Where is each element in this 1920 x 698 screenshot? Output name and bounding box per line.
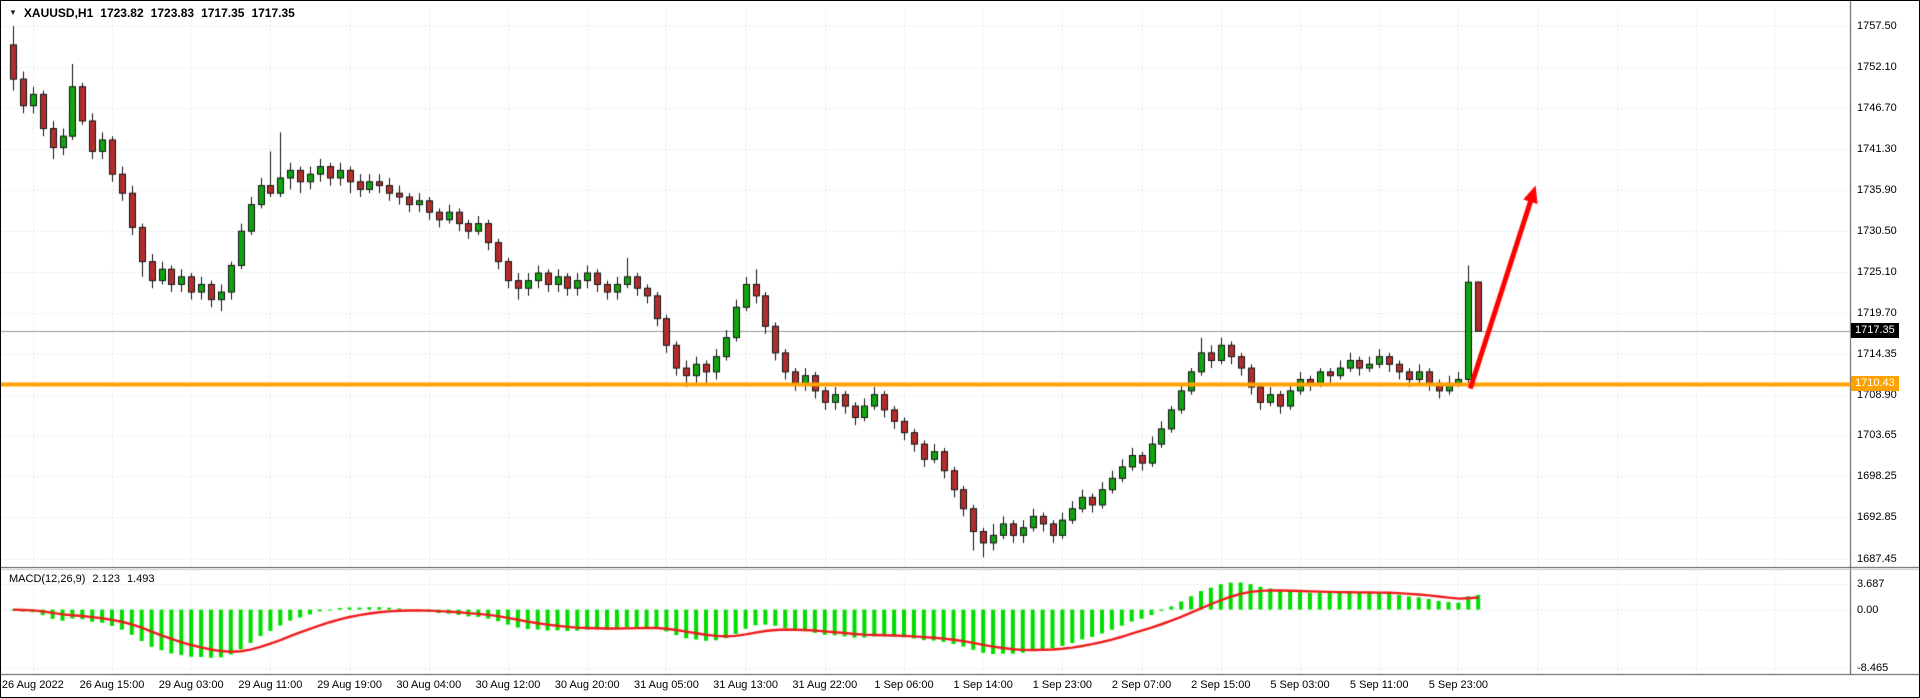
time-axis-label: 29 Aug 03:00 xyxy=(158,679,224,691)
price-axis-label: 1741.30 xyxy=(1857,143,1897,156)
time-axis-label: 1 Sep 06:00 xyxy=(874,679,934,691)
ohlc-high-value: 1723.83 xyxy=(150,6,195,20)
time-axis-label: 29 Aug 19:00 xyxy=(317,679,383,691)
macd-axis-label: 3.687 xyxy=(1857,578,1885,591)
macd-axis-label: -8.465 xyxy=(1857,661,1889,674)
time-axis-label: 31 Aug 13:00 xyxy=(713,679,779,691)
price-axis-label: 1703.65 xyxy=(1857,429,1897,442)
macd-signal-value: 1.493 xyxy=(126,573,155,585)
price-axis-label: 1752.10 xyxy=(1857,60,1897,73)
time-axis-label: 30 Aug 20:00 xyxy=(554,679,620,691)
price-axis-label: 1698.25 xyxy=(1857,470,1897,483)
time-axis-label: 1 Sep 23:00 xyxy=(1032,679,1093,691)
price-axis-label: 1730.50 xyxy=(1857,225,1897,238)
price-axis-label: 1692.85 xyxy=(1857,511,1897,524)
time-axis-label: 31 Aug 22:00 xyxy=(792,679,858,691)
price-axis-label: 1725.10 xyxy=(1857,266,1897,279)
time-axis-label: 2 Sep 15:00 xyxy=(1191,679,1251,691)
time-axis-label: 5 Sep 11:00 xyxy=(1349,679,1409,691)
price-axis-label: 1719.70 xyxy=(1857,307,1897,320)
current-price-tag: 1717.35 xyxy=(1851,323,1899,339)
price-axis-label: 1746.70 xyxy=(1857,102,1897,115)
ohlc-open-value: 1723.82 xyxy=(100,6,144,20)
time-axis-label: 2 Sep 07:00 xyxy=(1111,679,1172,691)
symbol-title: XAUUSD,H1 xyxy=(23,6,94,20)
price-axis-label: 1735.90 xyxy=(1857,184,1897,197)
hline-price-tag: 1710.43 xyxy=(1851,375,1899,391)
price-axis-label: 1708.90 xyxy=(1857,389,1897,402)
price-axis-label: 1714.35 xyxy=(1857,348,1897,360)
time-axis-label: 1 Sep 14:00 xyxy=(953,679,1013,691)
time-axis-label: 26 Aug 15:00 xyxy=(79,679,145,691)
symbol-dropdown-icon[interactable]: ▼ xyxy=(9,8,17,17)
macd-indicator-label: MACD(12,26,9) 2.123 1.493 xyxy=(9,573,154,585)
time-axis-label: 30 Aug 12:00 xyxy=(475,679,541,691)
macd-indicator-name: MACD(12,26,9) xyxy=(9,573,86,585)
time-axis-label: 29 Aug 11:00 xyxy=(238,679,303,691)
ohlc-low-value: 1717.35 xyxy=(201,6,245,20)
chart-header: ▼ XAUUSD,H1 1723.82 1723.83 1717.35 1717… xyxy=(9,6,295,20)
price-axis-label: 1757.50 xyxy=(1857,19,1897,32)
price-axis-label: 1687.45 xyxy=(1857,552,1897,565)
time-axis-label: 5 Sep 03:00 xyxy=(1270,679,1330,691)
time-axis-label: 30 Aug 04:00 xyxy=(396,679,462,691)
time-axis-label: 5 Sep 23:00 xyxy=(1428,679,1489,691)
macd-main-value: 2.123 xyxy=(92,573,120,585)
ohlc-close-value: 1717.35 xyxy=(251,6,295,20)
time-axis-label: 31 Aug 05:00 xyxy=(633,679,699,691)
time-axis-label: 26 Aug 2022 xyxy=(1,679,64,691)
macd-axis-label: 0.00 xyxy=(1857,603,1879,616)
